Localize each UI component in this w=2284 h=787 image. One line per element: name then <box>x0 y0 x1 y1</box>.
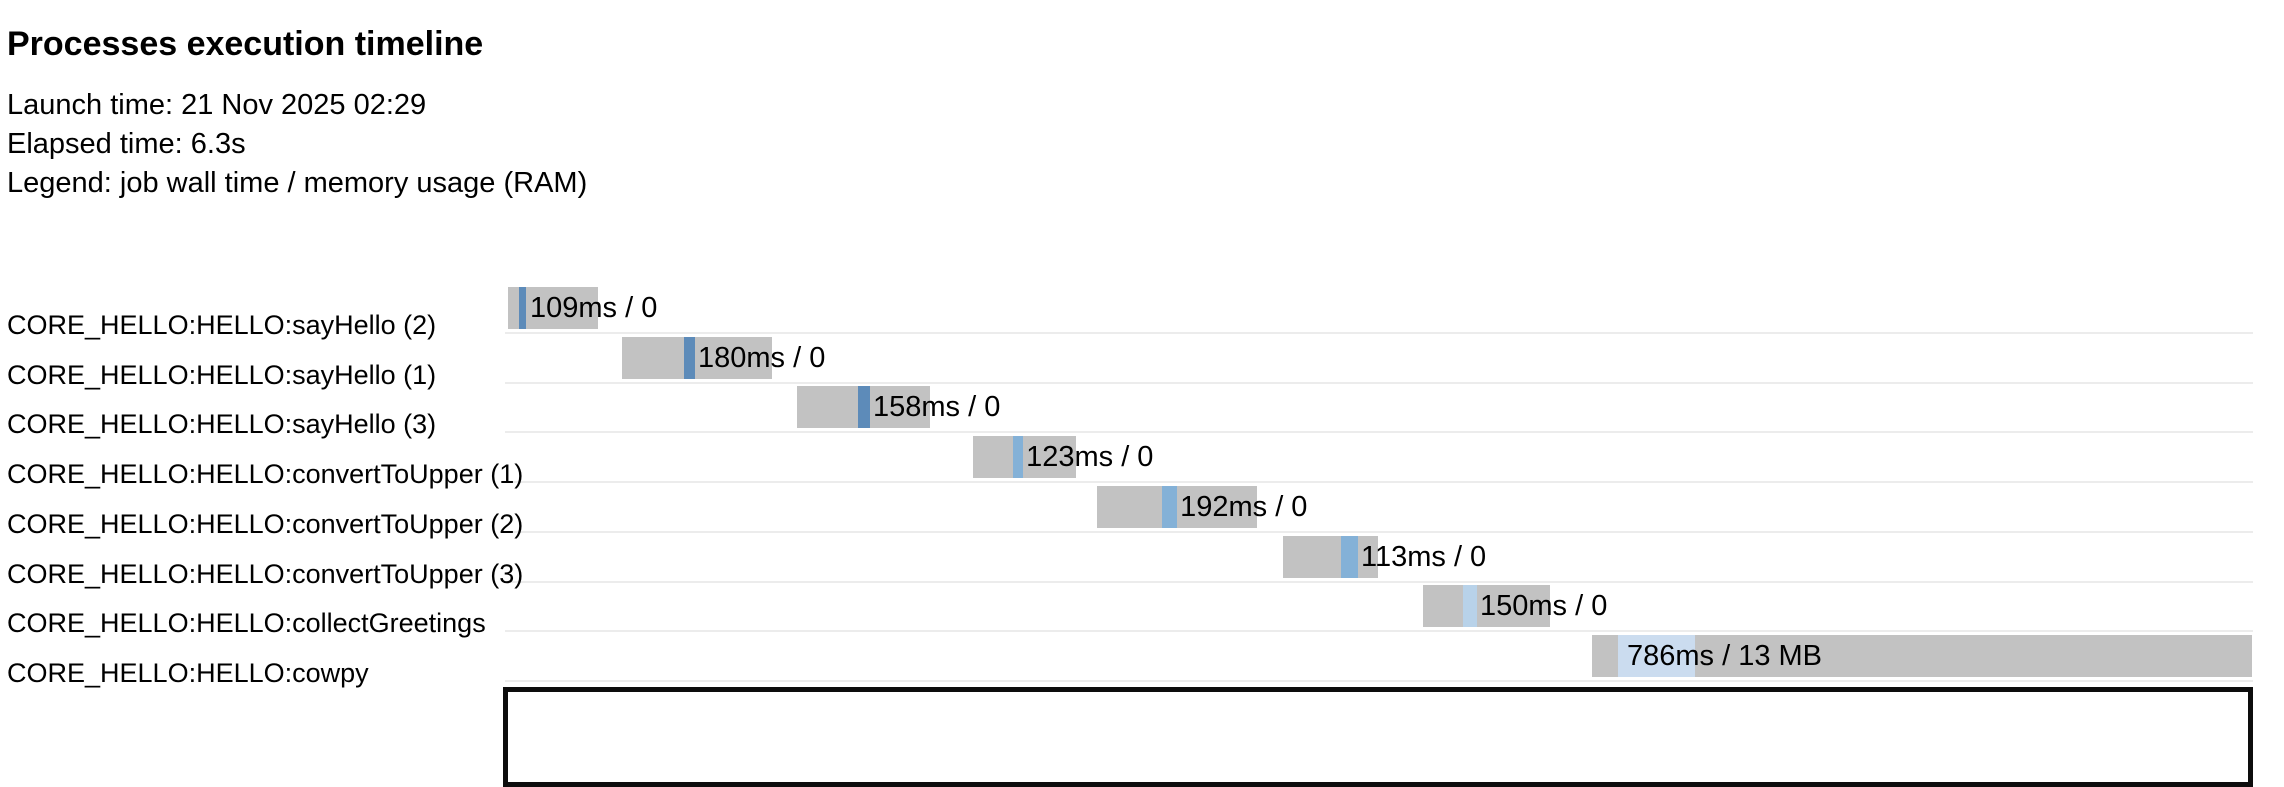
process-label: CORE_HELLO:HELLO:convertToUpper (1) <box>7 459 524 490</box>
row-separator <box>505 481 2253 484</box>
timeline-chart: CORE_HELLO:HELLO:sayHello (2) 109ms / 0 CO… <box>7 287 2253 688</box>
process-label: CORE_HELLO:HELLO:sayHello (2) <box>7 310 437 340</box>
launch-time-text: Launch time: 21 Nov 2025 02:29 <box>7 89 427 121</box>
task-run-segment[interactable] <box>519 287 526 329</box>
row-separator <box>505 679 2253 682</box>
task-bar[interactable] <box>621 336 772 379</box>
page-title: Processes execution timeline <box>7 24 484 63</box>
task-bar-label: 180ms / 0 <box>698 341 826 374</box>
row-separator <box>505 630 2253 633</box>
process-label: CORE_HELLO:HELLO:collectGreetings <box>7 608 486 639</box>
task-bar[interactable] <box>1591 634 2252 677</box>
row-separator <box>505 431 2253 434</box>
task-bar-label: 786ms / 13 MB <box>1627 639 1823 672</box>
task-run-segment[interactable] <box>1618 634 1696 677</box>
elapsed-time-text: Elapsed time: 6.3s <box>7 128 246 160</box>
task-run-segment[interactable] <box>1463 585 1478 628</box>
process-label: CORE_HELLO:HELLO:convertToUpper (3) <box>7 558 524 589</box>
row-separator <box>505 381 2253 384</box>
task-run-segment[interactable] <box>857 386 870 429</box>
report-meta: Launch time: 21 Nov 2025 02:29 Elapsed t… <box>7 86 587 203</box>
bottom-panel <box>503 687 2253 787</box>
process-label: CORE_HELLO:HELLO:sayHello (3) <box>7 409 437 440</box>
task-bar[interactable] <box>1423 585 1550 628</box>
task-bar[interactable] <box>972 436 1076 479</box>
task-bar-label: 109ms / 0 <box>530 292 658 324</box>
task-run-segment[interactable] <box>1161 485 1177 528</box>
task-run-segment[interactable] <box>684 336 695 379</box>
process-label: CORE_HELLO:HELLO:cowpy <box>7 657 369 688</box>
task-bar-label: 150ms / 0 <box>1480 590 1608 623</box>
row-separator <box>505 332 2253 334</box>
process-label: CORE_HELLO:HELLO:convertToUpper (2) <box>7 508 524 539</box>
task-bar-label: 123ms / 0 <box>1026 441 1154 474</box>
task-bar[interactable] <box>1283 535 1378 578</box>
task-bar-label: 158ms / 0 <box>873 391 1001 424</box>
task-run-segment[interactable] <box>1341 535 1359 578</box>
legend-text: Legend: job wall time / memory usage (RA… <box>7 167 588 199</box>
task-run-segment[interactable] <box>1013 436 1023 479</box>
task-bar-label: 113ms / 0 <box>1361 540 1487 573</box>
task-bar-label: 192ms / 0 <box>1180 490 1308 523</box>
row-separator <box>505 580 2253 583</box>
row-separator <box>505 530 2253 533</box>
task-bar[interactable] <box>1097 485 1257 528</box>
process-label: CORE_HELLO:HELLO:sayHello (1) <box>7 359 437 390</box>
